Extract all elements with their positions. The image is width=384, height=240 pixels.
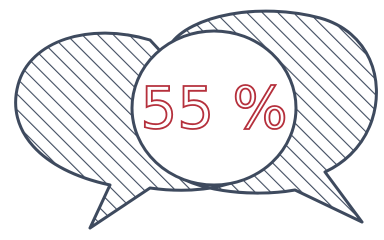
page: {"label": "55 %"} 55 % (() => { const da…: [0, 0, 384, 240]
illustration: 55 %: [0, 0, 384, 240]
percent-label: 55 %: [140, 74, 287, 142]
